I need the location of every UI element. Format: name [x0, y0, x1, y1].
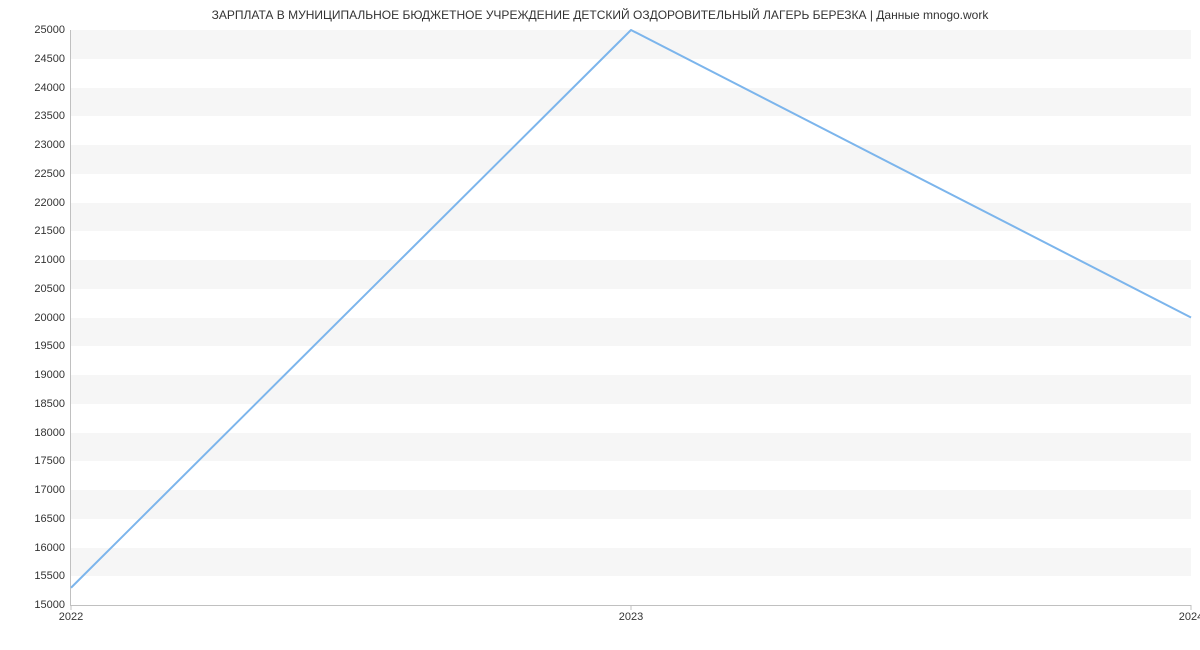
chart-title: ЗАРПЛАТА В МУНИЦИПАЛЬНОЕ БЮДЖЕТНОЕ УЧРЕЖ… [0, 8, 1200, 22]
y-tick-label: 23500 [34, 110, 65, 122]
y-tick-label: 16500 [34, 513, 65, 525]
y-tick-label: 24500 [34, 53, 65, 65]
x-tick-mark [1191, 605, 1192, 610]
plot-area: 1500015500160001650017000175001800018500… [70, 30, 1191, 606]
y-tick-label: 23000 [34, 139, 65, 151]
x-tick-label: 2024 [1179, 611, 1200, 623]
y-tick-label: 19000 [34, 369, 65, 381]
y-tick-label: 22500 [34, 168, 65, 180]
y-tick-label: 21000 [34, 254, 65, 266]
x-tick-mark [631, 605, 632, 610]
x-tick-label: 2023 [619, 611, 643, 623]
y-tick-label: 15500 [34, 570, 65, 582]
y-tick-label: 18000 [34, 427, 65, 439]
y-tick-label: 20500 [34, 283, 65, 295]
series-line-salary [71, 30, 1191, 588]
salary-chart: ЗАРПЛАТА В МУНИЦИПАЛЬНОЕ БЮДЖЕТНОЕ УЧРЕЖ… [0, 0, 1200, 650]
y-tick-label: 15000 [34, 599, 65, 611]
y-tick-label: 17000 [34, 484, 65, 496]
y-tick-label: 16000 [34, 542, 65, 554]
x-tick-mark [71, 605, 72, 610]
x-tick-label: 2022 [59, 611, 83, 623]
line-layer [71, 30, 1191, 605]
y-tick-label: 18500 [34, 398, 65, 410]
y-tick-label: 19500 [34, 340, 65, 352]
y-tick-label: 25000 [34, 24, 65, 36]
y-tick-label: 20000 [34, 312, 65, 324]
y-tick-label: 21500 [34, 225, 65, 237]
y-tick-label: 22000 [34, 197, 65, 209]
y-tick-label: 24000 [34, 82, 65, 94]
y-tick-label: 17500 [34, 455, 65, 467]
